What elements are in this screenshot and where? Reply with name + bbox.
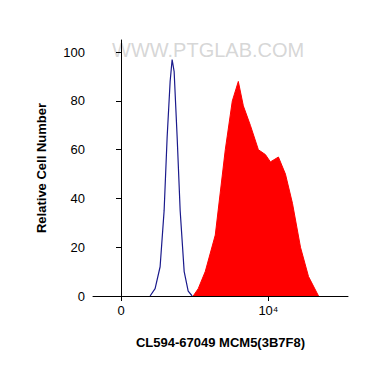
svg-text:80: 80 [71,93,85,108]
svg-text:20: 20 [71,240,85,255]
svg-text:0: 0 [117,303,124,318]
svg-text:60: 60 [71,142,85,157]
svg-text:10⁴: 10⁴ [258,303,278,318]
svg-text:0: 0 [78,289,85,304]
svg-text:WWW.PTGLAB.COM: WWW.PTGLAB.COM [112,39,304,61]
svg-text:Relative Cell Number: Relative Cell Number [34,103,49,233]
svg-text:CL594-67049 MCM5(3B7F8): CL594-67049 MCM5(3B7F8) [136,335,305,350]
svg-text:40: 40 [71,191,85,206]
svg-text:100: 100 [63,45,85,60]
